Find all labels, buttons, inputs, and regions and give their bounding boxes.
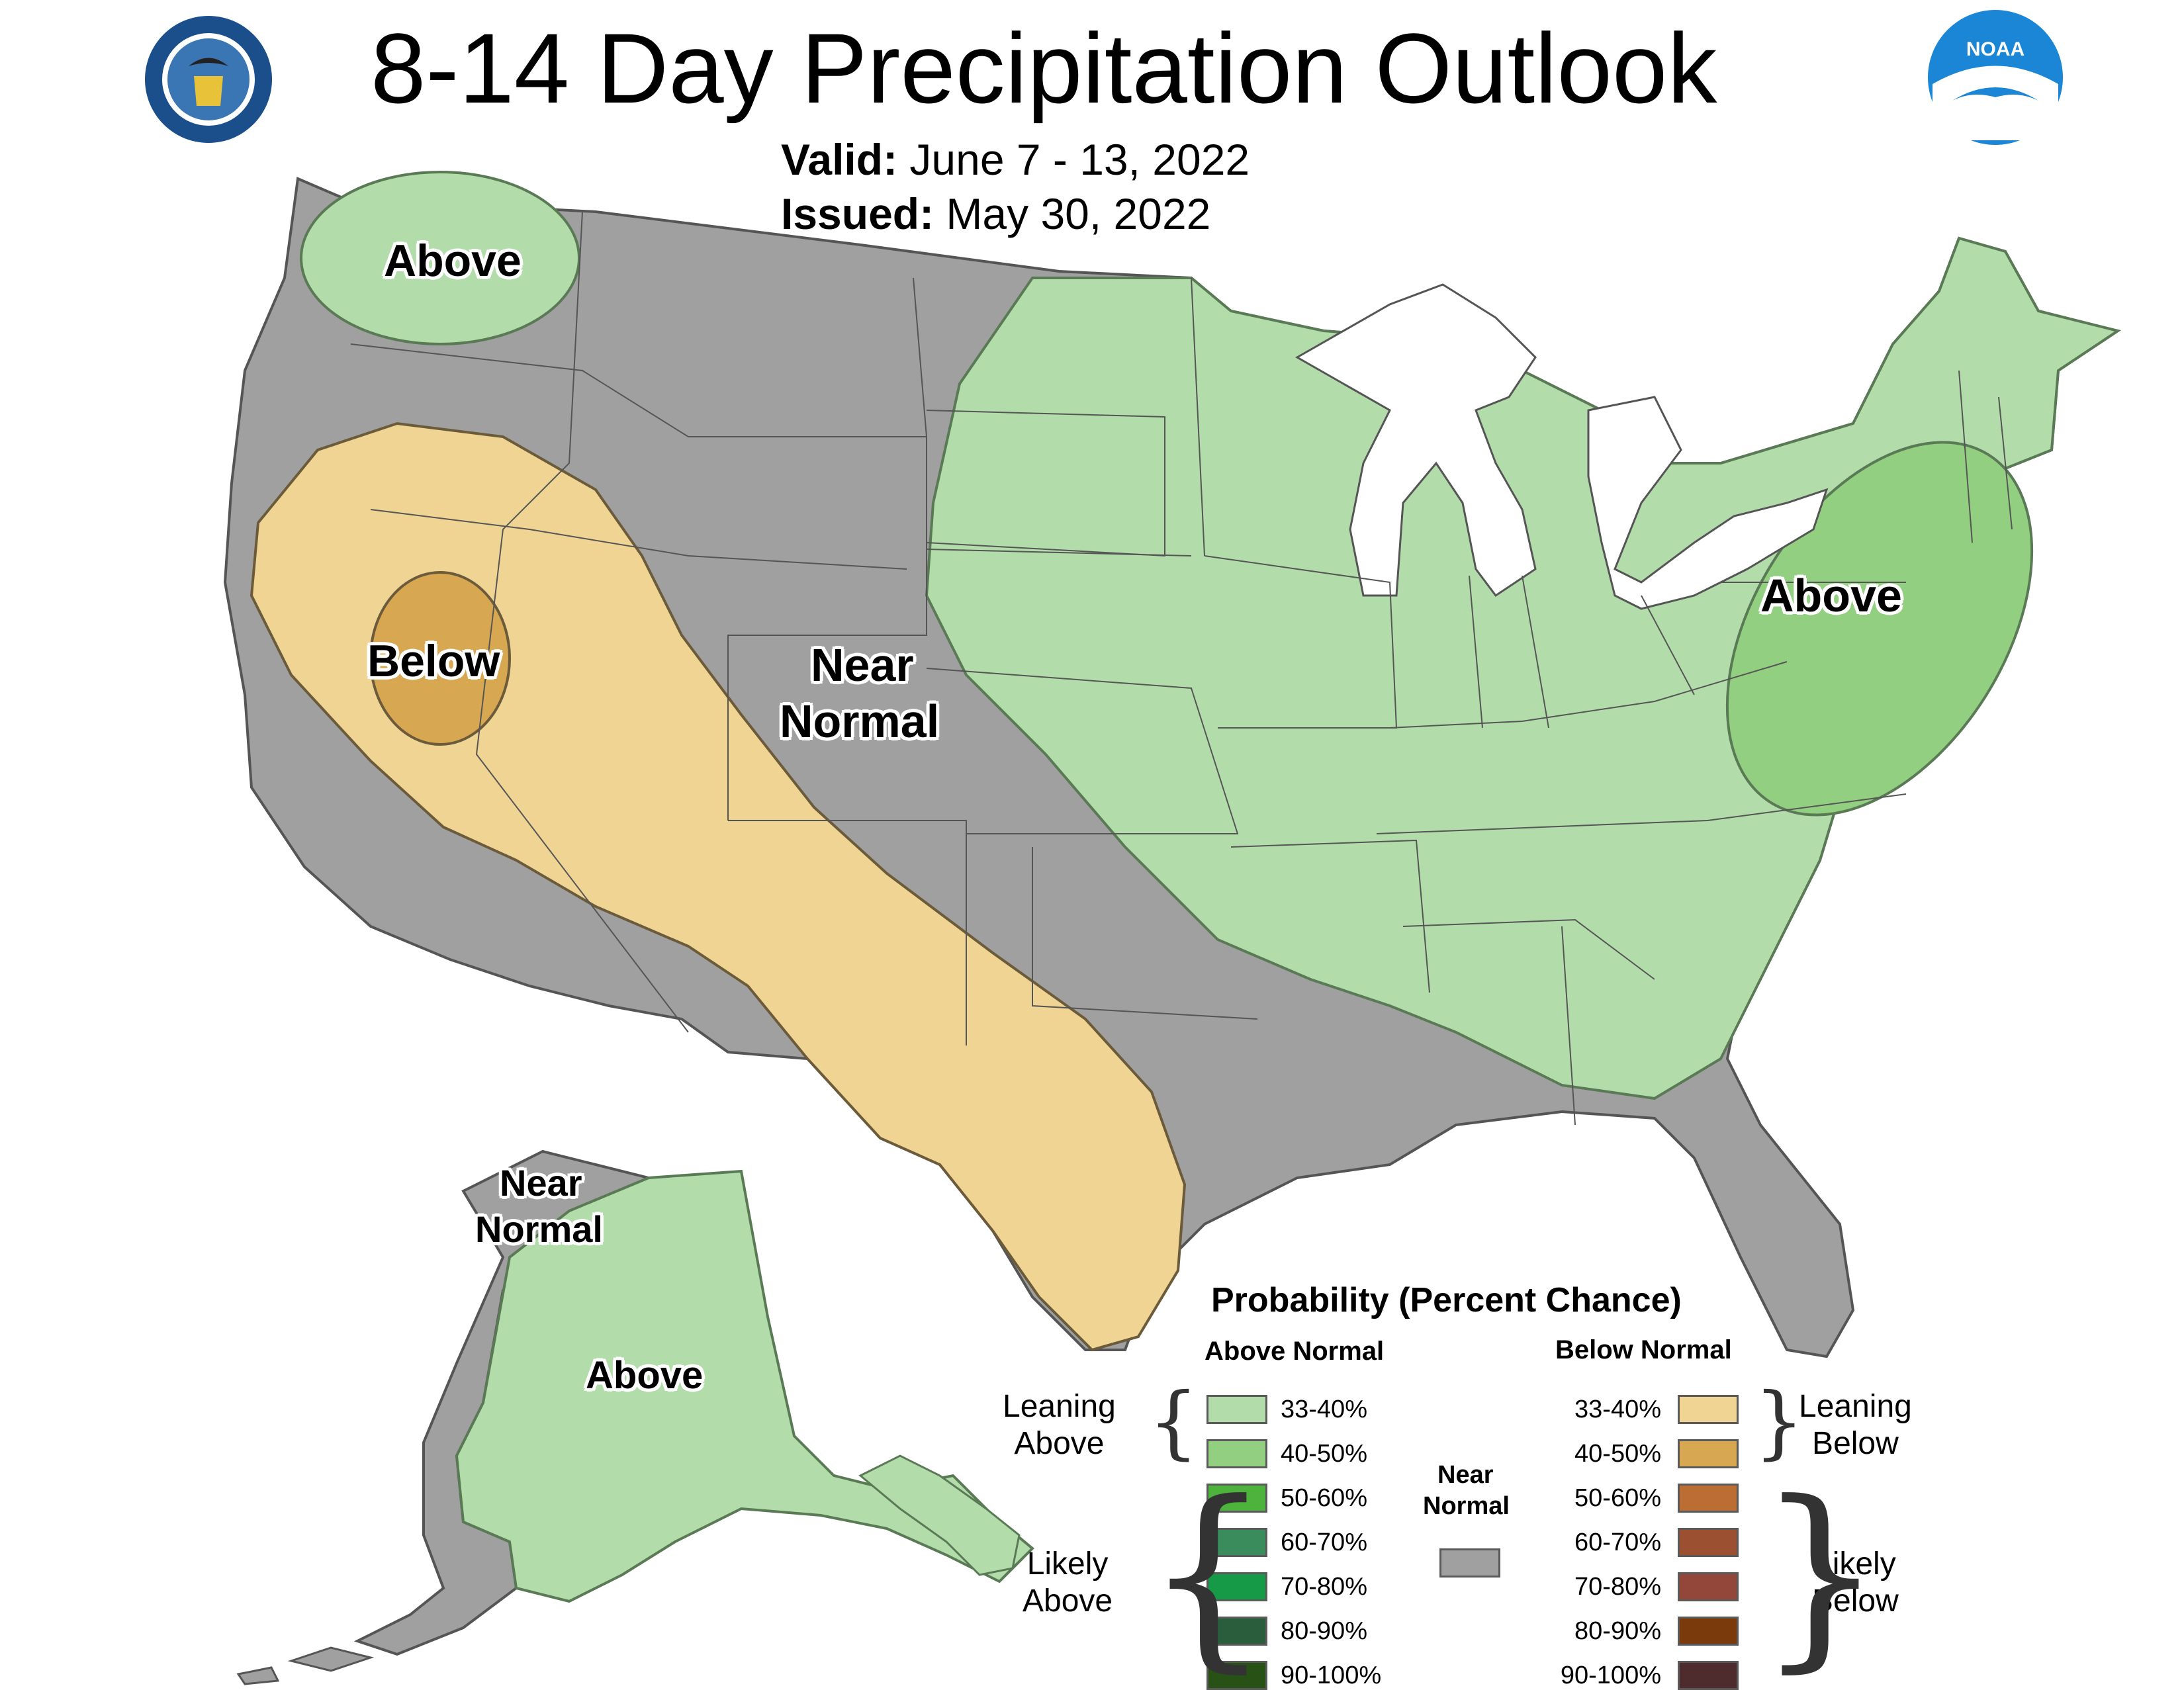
legend-above-heading: Above Normal [1205,1337,1385,1366]
west-below-40 [369,571,511,746]
ak-normal-label: Normal [475,1208,603,1250]
noaa-logo-text: NOAA [1966,38,2025,60]
legend-above-swatch [1206,1439,1267,1468]
legend-above-swatch [1206,1528,1267,1557]
ak-near-label: Near [500,1162,582,1204]
legend-below-label: 60-70% [1574,1529,1661,1556]
issued-label: Issued: [781,189,934,238]
legend-near-heading-2: Normal [1423,1492,1510,1520]
legend-below-label: 70-80% [1574,1573,1661,1601]
legend-below-swatch [1678,1395,1739,1424]
valid-value: June 7 - 13, 2022 [909,135,1250,184]
leaning-above-brace-icon: { [1148,1376,1199,1468]
state-boundaries [350,211,2013,1126]
likely-below-text: Likely Below [1812,1546,1899,1619]
noaa-logo-icon: NOAA [1928,10,2063,145]
legend-above-label: 70-80% [1281,1573,1367,1601]
issued-value: May 30, 2022 [946,189,1211,238]
page-title: 8-14 Day Precipitation Outlook [371,13,1717,124]
legend-above-swatch [1206,1661,1267,1690]
likely-above-text: Likely Above [1023,1546,1113,1619]
legend-below-swatch [1678,1528,1739,1557]
leaning-below-brace-icon: } [1754,1376,1805,1468]
legend-above-label: 50-60% [1281,1484,1367,1512]
leaning-below-text: Leaning Below [1799,1389,1912,1461]
valid-line: Valid: June 7 - 13, 2022 [781,132,1250,187]
alaska-panhandle [858,1454,1021,1576]
legend-below-swatch [1678,1572,1739,1601]
leaning-above-text: Leaning Above [1003,1389,1116,1461]
legend-above-label: 90-100% [1281,1662,1382,1689]
legend-below-label: 33-40% [1574,1396,1661,1423]
legend-above-label: 33-40% [1281,1396,1367,1423]
legend-above-label: 80-90% [1281,1617,1367,1645]
aleutian-islands [236,1646,375,1685]
legend-below-swatch [1678,1617,1739,1646]
legend-near-swatch [1439,1548,1500,1578]
legend-below-label: 50-60% [1574,1484,1661,1512]
department-of-commerce-seal-icon [145,16,272,143]
legend-below-heading: Below Normal [1555,1335,1732,1364]
legend-above-swatch [1206,1617,1267,1646]
legend-above-swatch [1206,1572,1267,1601]
central-normal-label: Normal [780,695,940,747]
nw-above-label: Above [384,236,522,286]
legend-below-label: 80-90% [1574,1617,1661,1645]
legend-above-swatch [1206,1395,1267,1424]
legend-above-label: 60-70% [1281,1529,1367,1556]
legend-above-swatch [1206,1484,1267,1513]
valid-label: Valid: [781,135,898,184]
central-near-label: Near [811,639,914,691]
great-lakes [1295,283,1829,610]
legend-below-swatch [1678,1484,1739,1513]
legend-near-heading-1: Near [1437,1461,1494,1489]
legend-above-label: 40-50% [1281,1440,1367,1468]
nw-leaning-above [300,171,580,345]
legend-title: Probability (Percent Chance) [1211,1281,1682,1319]
ak-above-label: Above [586,1354,704,1397]
legend-below-swatch [1678,1439,1739,1468]
legend-below-swatch [1678,1661,1739,1690]
likely-below-brace-icon: } [1757,1459,1884,1690]
legend-below-label: 90-100% [1560,1662,1661,1689]
west-below-label: Below [367,636,500,686]
east-above-label: Above [1760,570,1902,621]
legend-below-label: 40-50% [1574,1440,1661,1468]
likely-above-brace-icon: { [1145,1459,1271,1690]
issued-line: Issued: May 30, 2022 [781,187,1210,241]
